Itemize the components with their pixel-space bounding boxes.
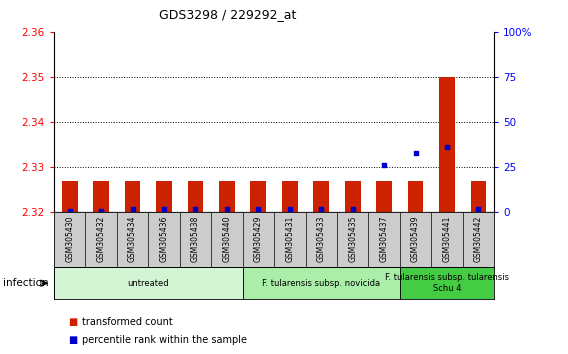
Point: [97, 208, 106, 213]
Bar: [125, 181, 140, 212]
Text: GSM305439: GSM305439: [411, 215, 420, 262]
Text: GSM305429: GSM305429: [254, 215, 263, 262]
Point: [191, 206, 200, 212]
Text: ■: ■: [68, 335, 77, 345]
Text: GSM305442: GSM305442: [474, 215, 483, 262]
Bar: [314, 181, 329, 212]
Bar: [243, 267, 400, 299]
Text: GSM305432: GSM305432: [97, 215, 106, 262]
Text: GDS3298 / 229292_at: GDS3298 / 229292_at: [158, 8, 296, 21]
Bar: [345, 181, 361, 212]
Text: GSM305430: GSM305430: [65, 215, 74, 262]
Bar: [282, 181, 298, 212]
Point: [474, 206, 483, 212]
Text: infection: infection: [3, 278, 48, 288]
Point: [442, 144, 452, 150]
Bar: [439, 77, 455, 212]
Point: [379, 162, 389, 168]
Text: GSM305434: GSM305434: [128, 215, 137, 262]
Text: GSM305433: GSM305433: [317, 215, 325, 262]
Point: [411, 150, 420, 156]
Bar: [54, 267, 243, 299]
Text: ■: ■: [68, 317, 77, 327]
Text: untreated: untreated: [127, 279, 169, 288]
Point: [317, 206, 326, 212]
Bar: [470, 181, 486, 212]
Point: [348, 206, 357, 212]
Point: [160, 206, 169, 212]
Point: [285, 206, 294, 212]
Bar: [62, 181, 78, 212]
Bar: [93, 181, 109, 212]
Bar: [250, 181, 266, 212]
Text: percentile rank within the sample: percentile rank within the sample: [82, 335, 247, 345]
Text: GSM305437: GSM305437: [379, 215, 389, 262]
Bar: [187, 181, 203, 212]
Text: GSM305435: GSM305435: [348, 215, 357, 262]
Point: [65, 208, 74, 213]
Text: GSM305440: GSM305440: [223, 215, 231, 262]
Text: F. tularensis subsp. tularensis
Schu 4: F. tularensis subsp. tularensis Schu 4: [385, 274, 509, 293]
Bar: [156, 181, 172, 212]
Text: transformed count: transformed count: [82, 317, 173, 327]
Text: F. tularensis subsp. novicida: F. tularensis subsp. novicida: [262, 279, 381, 288]
Bar: [219, 181, 235, 212]
Text: GSM305441: GSM305441: [442, 215, 452, 262]
Bar: [400, 267, 494, 299]
Bar: [376, 181, 392, 212]
Text: GSM305438: GSM305438: [191, 215, 200, 262]
Bar: [408, 181, 423, 212]
Text: GSM305436: GSM305436: [160, 215, 169, 262]
Point: [128, 206, 137, 212]
Text: GSM305431: GSM305431: [285, 215, 294, 262]
Point: [254, 206, 263, 212]
Point: [222, 206, 231, 212]
